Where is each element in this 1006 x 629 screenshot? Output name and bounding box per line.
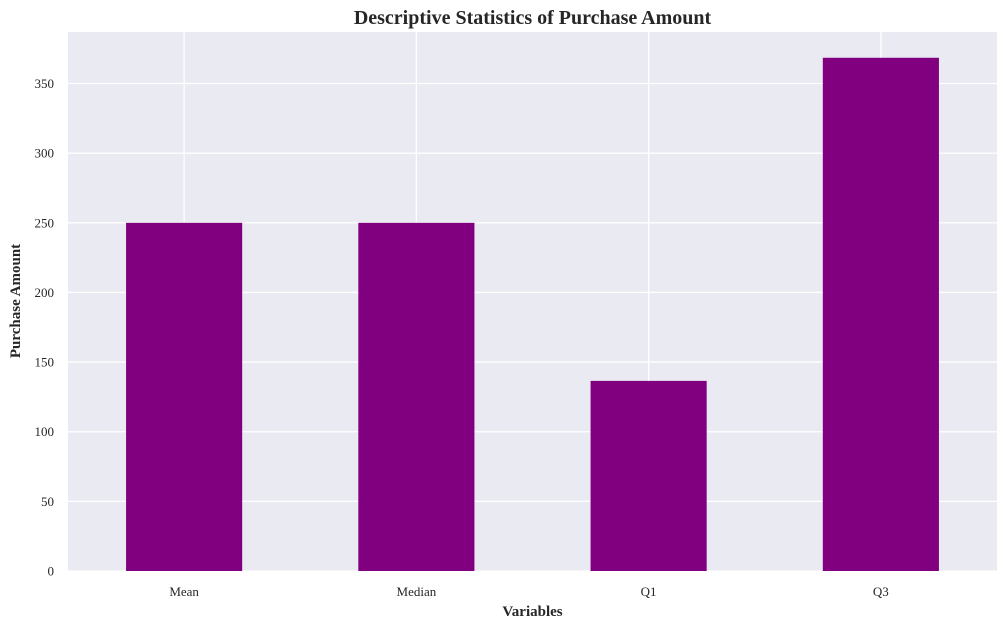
bars: [126, 57, 939, 572]
y-tick-label: 300: [35, 146, 55, 161]
x-tick-labels: Mean Median Q1 Q3: [169, 584, 889, 599]
y-axis-label: Purchase Amount: [8, 244, 24, 358]
bar-median: [358, 222, 475, 572]
y-tick-label: 250: [35, 215, 55, 230]
x-tick-label: Median: [397, 584, 437, 599]
x-tick-label: Mean: [169, 584, 199, 599]
x-axis-label: Variables: [502, 604, 562, 620]
y-tick-label: 200: [35, 285, 55, 300]
bar-q1: [590, 380, 707, 571]
y-tick-labels: 0 50 100 150 200 250 300 350: [35, 76, 55, 578]
x-tick-label: Q1: [641, 584, 657, 599]
y-tick-label: 350: [35, 76, 55, 91]
y-tick-label: 0: [48, 564, 55, 579]
bar-mean: [126, 222, 243, 572]
y-tick-label: 150: [35, 355, 55, 370]
y-tick-label: 50: [41, 494, 54, 509]
y-tick-label: 100: [35, 424, 55, 439]
x-tick-label: Q3: [873, 584, 889, 599]
chart-title: Descriptive Statistics of Purchase Amoun…: [354, 7, 712, 29]
bar-q3: [822, 57, 939, 571]
